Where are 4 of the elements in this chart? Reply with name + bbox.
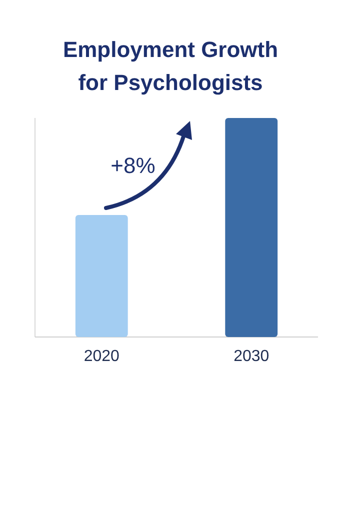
x-tick-label: 2030 bbox=[234, 348, 270, 365]
x-tick-label: 2020 bbox=[84, 348, 120, 365]
chart-title: Employment Growth for Psychologists bbox=[62, 37, 278, 95]
annotation: +8% bbox=[110, 153, 156, 178]
